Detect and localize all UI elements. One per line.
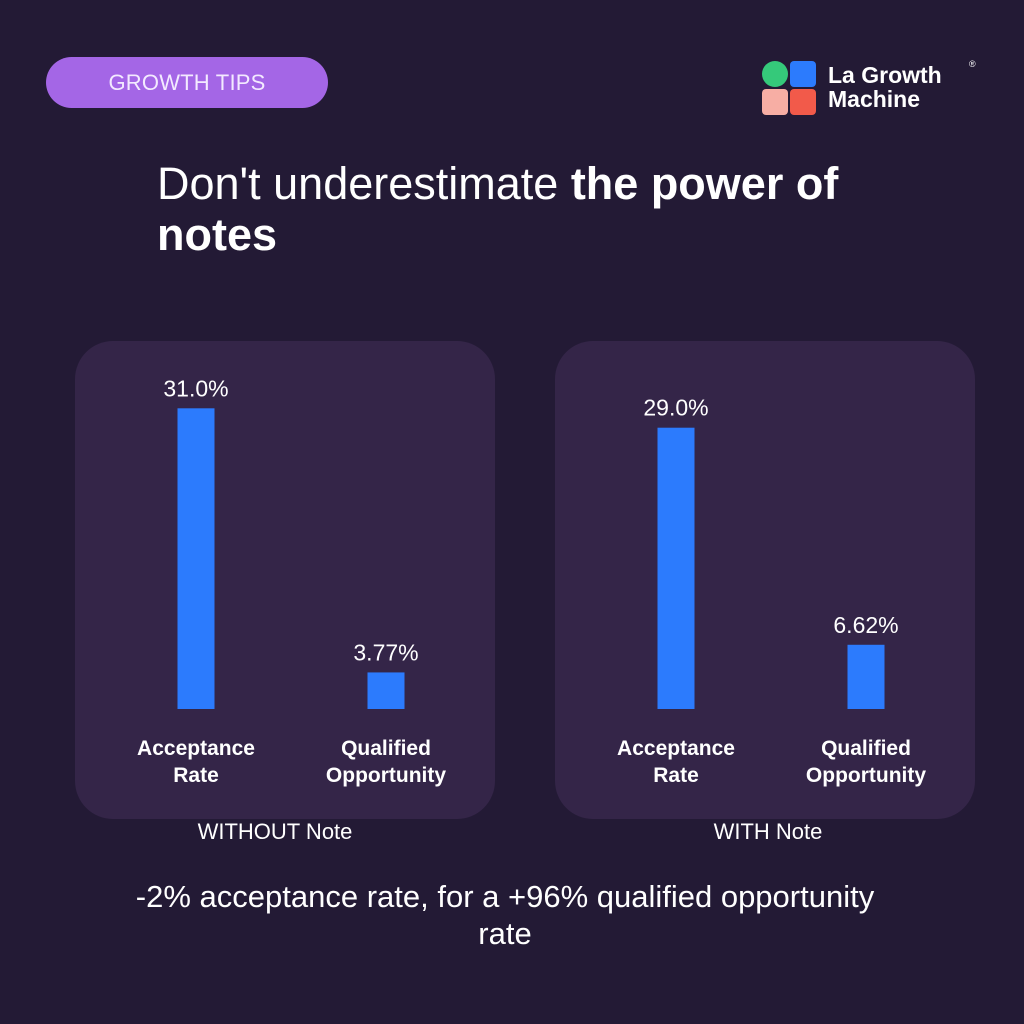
data-label-qualified-opportunity: 3.77% (353, 639, 418, 665)
growth-tips-badge: GROWTH TIPS (46, 57, 328, 108)
bar-acceptance-rate (177, 408, 215, 709)
title-bold: the power of notes (157, 158, 839, 260)
chart-without-note: 31.0% Acceptance Rate 3.77% Qualified Opportu… (137, 375, 446, 787)
data-label-acceptance-rate: 31.0% (163, 375, 228, 401)
tick-label-qualified-opportunity: Qualified Opportunity (326, 737, 446, 787)
chart-panel-without-note: 31.0% Acceptance Rate 3.77% Qualified Opportu… (75, 341, 495, 819)
title-regular: Don't underestimate (157, 158, 571, 209)
bar-qualified-opportunity (367, 672, 405, 709)
chart-panel-with-note: 29.0% Acceptance Rate 6.62% Qualified Opportu… (555, 341, 975, 819)
registered-mark: ® (969, 59, 976, 69)
tick-label-qualified-opportunity: Qualified Opportunity (806, 737, 926, 787)
bar-acceptance-rate (657, 427, 695, 709)
logo-line-2: Machine (828, 86, 921, 112)
chart-with-note: 29.0% Acceptance Rate 6.62% Qualified Opportu… (617, 395, 926, 787)
summary-note: -2% acceptance rate, for a +96% qualifie… (135, 879, 875, 951)
data-label-acceptance-rate: 29.0% (643, 395, 708, 421)
logo-line-1: La Growth (828, 62, 942, 88)
tick-label-acceptance-rate: Acceptance Rate (137, 737, 255, 787)
data-label-qualified-opportunity: 6.62% (833, 612, 898, 638)
tick-label-acceptance-rate: Acceptance Rate (617, 737, 735, 787)
caption-with-note: WITH Note (713, 819, 823, 844)
brand-mark-icon (762, 61, 816, 115)
la-growth-machine-logo: La Growth Machine ® (761, 59, 981, 116)
page-title: Don't underestimate the power of notes (157, 158, 937, 260)
logo-wordmark: La Growth Machine (828, 63, 942, 111)
caption-without-note: WITHOUT Note (197, 819, 353, 844)
bar-qualified-opportunity (847, 644, 885, 709)
badge-label: GROWTH TIPS (108, 69, 266, 95)
